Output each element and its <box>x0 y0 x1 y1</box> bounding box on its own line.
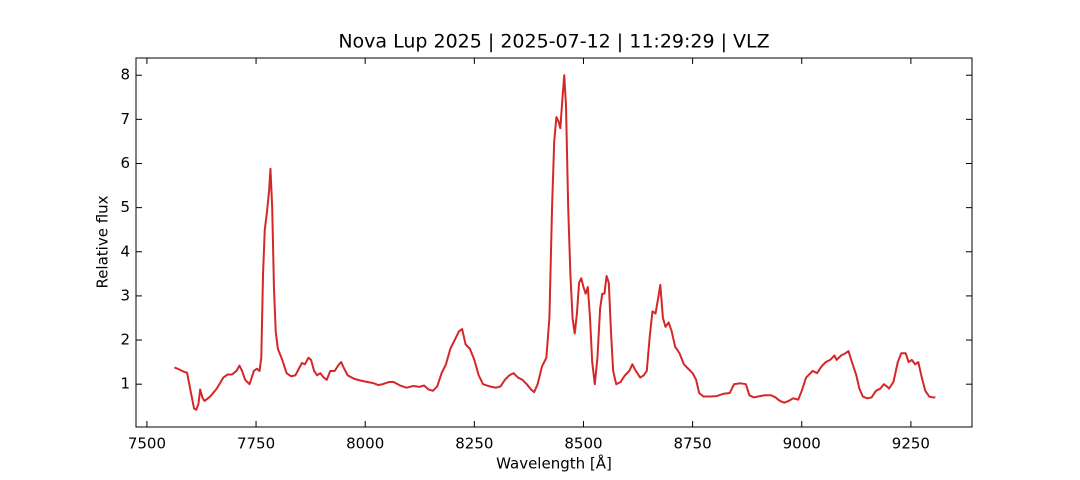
y-axis-label: Relative flux <box>94 195 112 288</box>
y-tick-label: 2 <box>120 331 130 349</box>
x-tick-label: 8750 <box>674 435 712 453</box>
y-tick-label: 1 <box>120 375 130 393</box>
x-tick-label: 8250 <box>455 435 493 453</box>
x-axis-label: Wavelength [Å] <box>496 454 612 473</box>
x-tick-label: 8000 <box>346 435 384 453</box>
y-tick-label: 6 <box>120 154 130 172</box>
y-tick-label: 4 <box>120 242 130 260</box>
plot-frame <box>135 57 973 428</box>
y-tick-label: 5 <box>120 198 130 216</box>
x-tick-label: 7750 <box>237 435 275 453</box>
chart-title: Nova Lup 2025 | 2025-07-12 | 11:29:29 | … <box>338 31 769 53</box>
spectrum-line <box>174 74 936 411</box>
x-tick-label: 9000 <box>783 435 821 453</box>
y-tick-label: 3 <box>120 286 130 304</box>
y-tick-label: 8 <box>120 66 130 84</box>
x-tick-label: 9250 <box>892 435 930 453</box>
y-tick-label: 7 <box>120 110 130 128</box>
x-tick-label: 7500 <box>128 435 166 453</box>
x-tick-label: 8500 <box>564 435 602 453</box>
